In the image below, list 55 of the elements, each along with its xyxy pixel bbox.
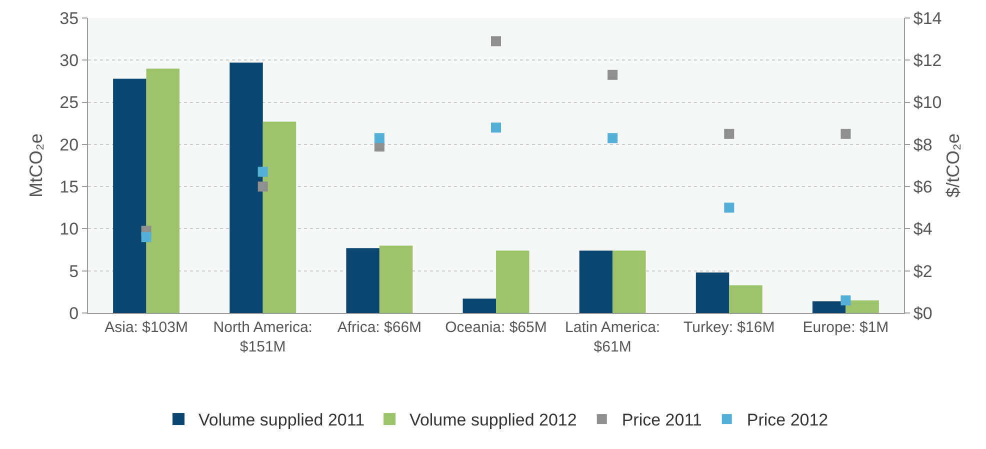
- legend-label: Price 2011: [622, 410, 702, 430]
- point: [258, 182, 268, 192]
- y2-tick-label: $6: [913, 178, 932, 197]
- point: [608, 70, 618, 80]
- y-tick-label: 15: [60, 178, 79, 197]
- x-tick-label: Oceania: $65M: [445, 319, 547, 336]
- y-tick-label: 0: [69, 304, 79, 323]
- legend-label: Volume supplied 2011: [198, 410, 365, 430]
- y-tick-label: 5: [69, 262, 79, 281]
- y2-tick-label: $0: [913, 304, 932, 323]
- x-tick-label: North America: $151M: [213, 319, 312, 356]
- legend-label: Price 2012: [746, 410, 828, 430]
- y2-tick-label: $8: [913, 135, 932, 154]
- bar: [696, 272, 730, 313]
- bar: [113, 78, 146, 313]
- bar: [346, 248, 380, 313]
- x-tick-label: Asia: $103M: [104, 319, 188, 336]
- y2-axis-title: $/tCO₂e: [943, 133, 963, 198]
- bar: [579, 250, 613, 313]
- y-tick-label: 10: [60, 220, 79, 239]
- bar: [812, 301, 846, 313]
- bar: [612, 250, 646, 313]
- y2-tick-label: $10: [913, 93, 942, 112]
- point: [491, 122, 501, 133]
- point: [840, 295, 851, 306]
- bar: [230, 62, 263, 313]
- x-tick-label: Europe: $1M: [802, 319, 889, 336]
- legend-label: Volume supplied 2012: [410, 410, 577, 430]
- y-tick-label: 35: [60, 8, 79, 28]
- point: [258, 166, 268, 177]
- bar: [496, 250, 530, 313]
- point: [724, 128, 734, 139]
- point: [608, 133, 618, 144]
- bar: [846, 300, 879, 313]
- y-axis-title: MtCO₂e: [26, 134, 46, 198]
- x-tick-label: Turkey: $16M: [684, 319, 775, 336]
- point: [724, 202, 734, 213]
- point: [374, 133, 384, 144]
- x-tick-label: Africa: $66M: [337, 319, 422, 336]
- point: [141, 232, 152, 242]
- y2-tick-label: $12: [913, 51, 942, 70]
- point: [840, 128, 851, 139]
- bar: [729, 285, 762, 313]
- point: [491, 36, 501, 46]
- bar: [262, 122, 296, 313]
- y-tick-label: 20: [60, 135, 79, 154]
- y2-tick-label: $14: [913, 8, 942, 28]
- bar: [379, 246, 413, 313]
- y-tick-label: 30: [60, 51, 79, 70]
- y-tick-label: 25: [60, 93, 79, 112]
- y2-tick-label: $4: [913, 220, 932, 239]
- x-tick-label: Latin America: $61M: [565, 319, 660, 356]
- bar: [146, 68, 180, 313]
- bar: [462, 298, 496, 313]
- y2-tick-label: $2: [913, 262, 932, 281]
